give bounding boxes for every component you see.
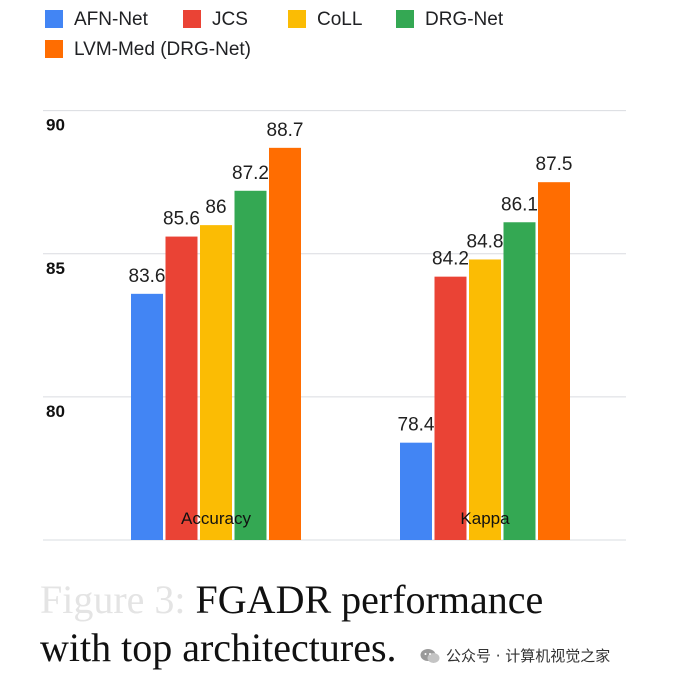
bar-jcs-accuracy bbox=[165, 236, 198, 540]
caption-title: FGADR performance bbox=[195, 577, 544, 622]
legend-swatch-lvm-med-drg-net bbox=[45, 40, 63, 58]
figure-caption-line-1: Figure 3: FGADR performance bbox=[40, 580, 543, 620]
legend-label-afn-net: AFN-Net bbox=[74, 9, 149, 30]
bar-drg-net-kappa bbox=[503, 222, 536, 540]
watermark: 公众号 · 计算机视觉之家 bbox=[420, 645, 610, 666]
bar-afn-net-accuracy bbox=[131, 293, 163, 540]
bar-drg-net-accuracy bbox=[234, 190, 267, 540]
legend-swatch-drg-net bbox=[396, 10, 414, 28]
bar-afn-net-kappa bbox=[400, 442, 432, 540]
figure-caption-line-2: with top architectures. bbox=[40, 625, 397, 670]
data-label-drg-net-accuracy: 87.2 bbox=[232, 163, 269, 184]
legend-label-drg-net: DRG-Net bbox=[425, 9, 504, 30]
data-label-jcs-accuracy: 85.6 bbox=[163, 209, 200, 230]
bar-lvm-med-drg-net-accuracy bbox=[269, 147, 301, 540]
legend-swatch-coll bbox=[288, 10, 306, 28]
data-label-jcs-kappa: 84.2 bbox=[432, 249, 469, 270]
legend-label-jcs: JCS bbox=[212, 9, 248, 30]
data-label-drg-net-kappa: 86.1 bbox=[501, 194, 538, 215]
data-label-afn-net-accuracy: 83.6 bbox=[129, 266, 166, 287]
legend-label-coll: CoLL bbox=[317, 9, 362, 30]
y-tick-label-80: 80 bbox=[46, 402, 65, 421]
category-label-accuracy: Accuracy bbox=[181, 509, 251, 528]
caption-figure-number: Figure 3: bbox=[40, 577, 186, 622]
data-label-lvm-med-drg-net-kappa: 87.5 bbox=[536, 154, 573, 175]
category-label-kappa: Kappa bbox=[460, 509, 510, 528]
bar-lvm-med-drg-net-kappa bbox=[538, 182, 570, 540]
legend-label-lvm-med-drg-net: LVM-Med (DRG-Net) bbox=[74, 39, 251, 60]
legend-swatch-jcs bbox=[183, 10, 201, 28]
y-tick-label-90: 90 bbox=[46, 116, 65, 135]
bar-jcs-kappa bbox=[434, 276, 467, 540]
data-label-lvm-med-drg-net-accuracy: 88.7 bbox=[267, 120, 304, 141]
watermark-text: 公众号 · 计算机视觉之家 bbox=[446, 647, 611, 665]
data-label-coll-kappa: 84.8 bbox=[467, 231, 504, 252]
y-tick-label-85: 85 bbox=[46, 259, 65, 278]
legend-swatch-afn-net bbox=[45, 10, 63, 28]
data-label-coll-accuracy: 86 bbox=[205, 197, 226, 218]
bar-chart: 80 85 90 83.6 85.686 87.2 88.7 Accuracy 78.4 84.2… bbox=[43, 9, 626, 541]
data-label-afn-net-kappa: 78.4 bbox=[398, 415, 435, 436]
bar-coll-accuracy bbox=[200, 225, 232, 540]
wechat-icon bbox=[420, 648, 440, 663]
bar-coll-kappa bbox=[469, 259, 501, 540]
